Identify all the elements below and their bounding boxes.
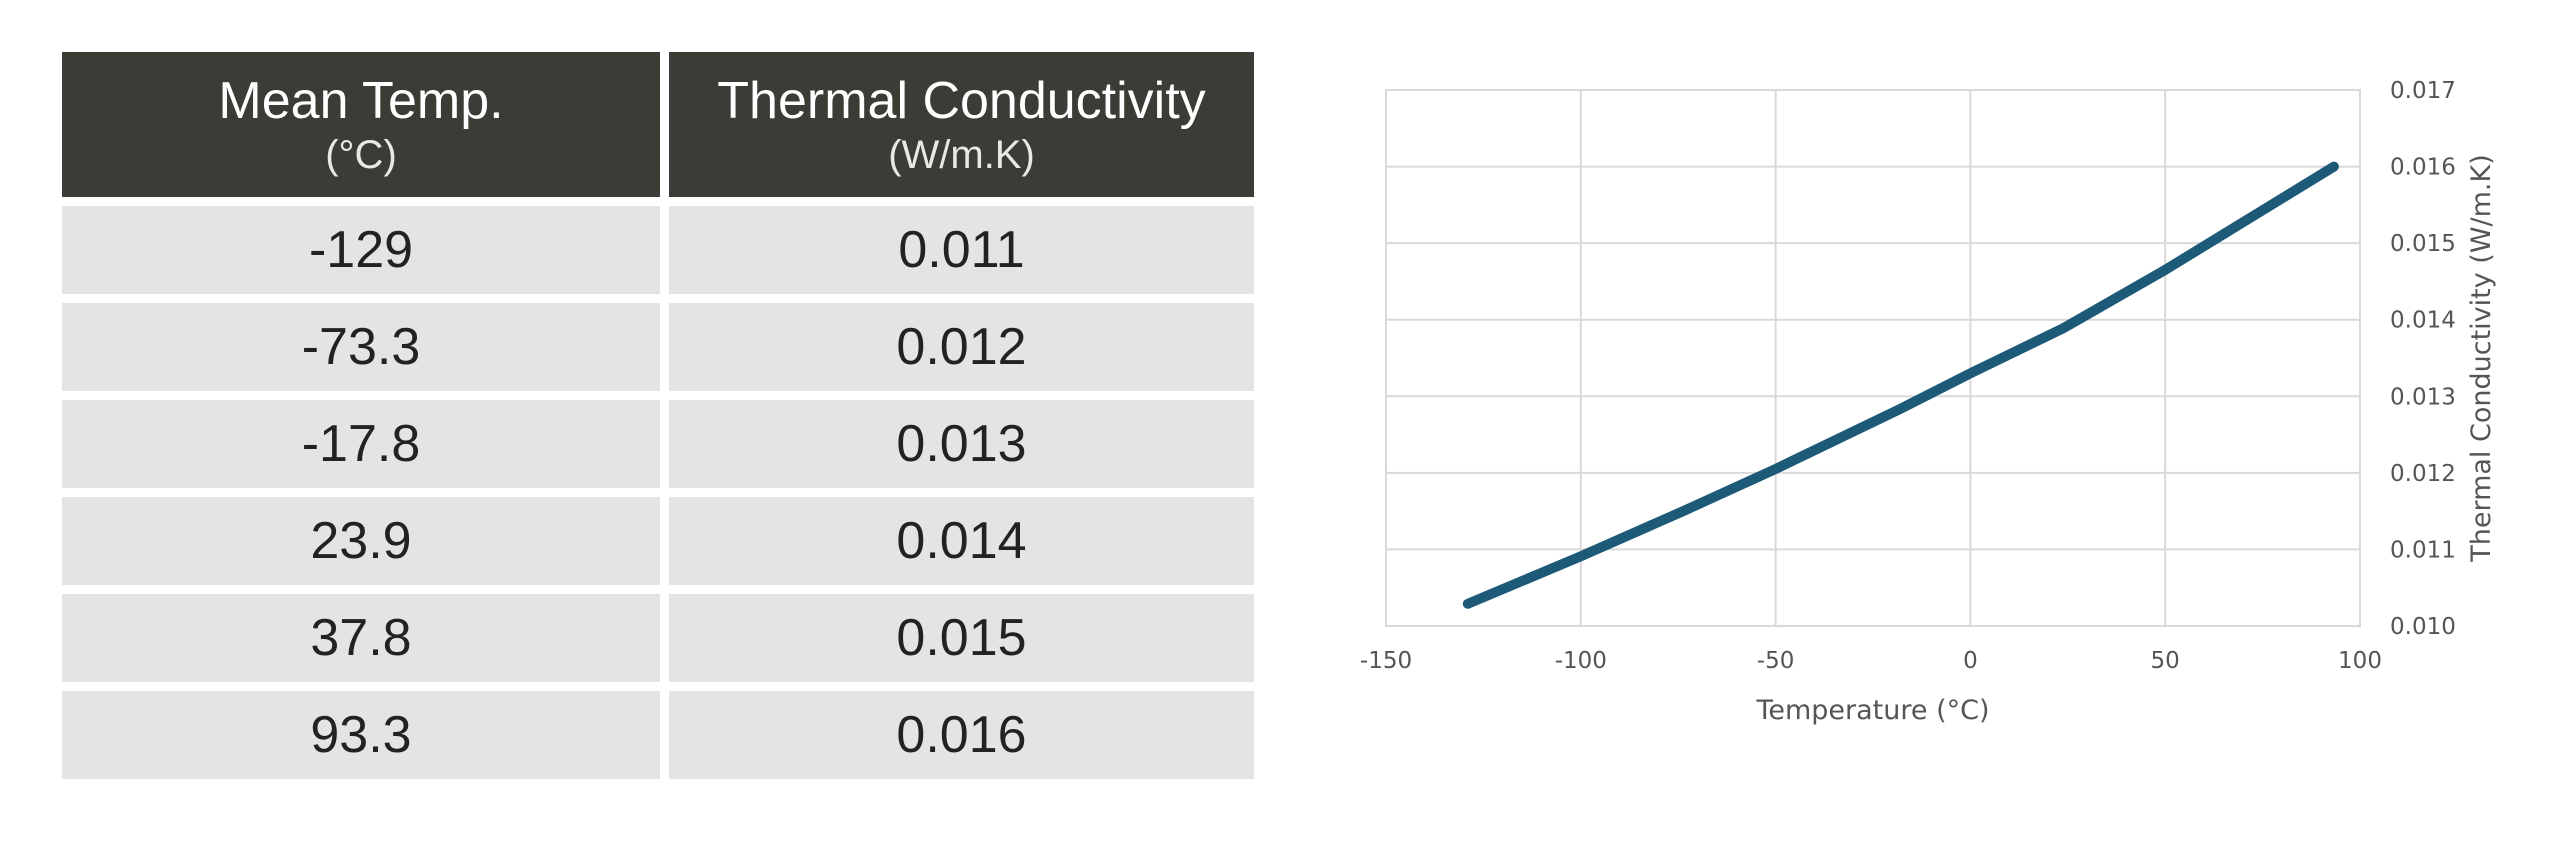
x-tick-label: -100 [1555,648,1607,674]
cell-mean-temp: 23.9 [62,497,660,585]
x-tick-label: -50 [1757,648,1795,674]
cell-mean-temp: 37.8 [62,594,660,682]
table-row: -73.3 0.012 [62,303,1254,391]
y-tick-label: 0.014 [2390,308,2456,334]
table-row: 93.3 0.016 [62,691,1254,779]
x-tick-label: 50 [2151,648,2180,674]
x-tick-label: 0 [1963,648,1978,674]
x-axis-title: Temperature (°C) [1755,695,1989,726]
cell-conductivity: 0.014 [669,497,1254,585]
series-line [1462,161,2339,609]
table-row: 37.8 0.015 [62,594,1254,682]
y-axis-title: Thermal Conductivity (W/m.K) [2466,154,2497,563]
table-row: -17.8 0.013 [62,400,1254,488]
cell-conductivity: 0.013 [669,400,1254,488]
y-tick-label: 0.017 [2390,78,2456,104]
y-tick-label: 0.012 [2390,461,2456,487]
cell-mean-temp: 93.3 [62,691,660,779]
table-row: -129 0.011 [62,206,1254,294]
y-tick-label: 0.010 [2390,614,2456,640]
cell-conductivity: 0.012 [669,303,1254,391]
header-mean-temp-unit: (°C) [325,132,397,177]
y-tick-label: 0.015 [2390,231,2456,257]
cell-mean-temp: -73.3 [62,303,660,391]
cell-mean-temp: -17.8 [62,400,660,488]
table-header-row: Mean Temp. (°C) Thermal Conductivity (W/… [62,52,1254,197]
cell-conductivity: 0.015 [669,594,1254,682]
cell-conductivity: 0.016 [669,691,1254,779]
plot-area [1385,89,2361,627]
header-mean-temp: Mean Temp. (°C) [62,52,660,197]
table-body: -129 0.011 -73.3 0.012 -17.8 0.013 23.9 0.014 37… [62,206,1254,779]
y-tick-label: 0.013 [2390,384,2456,410]
header-conductivity-title: Thermal Conductivity [717,71,1206,130]
header-thermal-conductivity: Thermal Conductivity (W/m.K) [669,52,1254,197]
y-tick-label: 0.016 [2390,155,2456,181]
header-mean-temp-title: Mean Temp. [218,71,504,130]
cell-mean-temp: -129 [62,206,660,294]
cell-conductivity: 0.011 [669,206,1254,294]
conductivity-chart: -150 -100 -50 0 50 100 0.010 0.011 0.012 0.013 0.0… [1360,78,2497,726]
y-tick-label: 0.011 [2390,537,2456,563]
conductivity-table: Mean Temp. (°C) Thermal Conductivity (W/… [62,52,1254,779]
table-row: 23.9 0.014 [62,497,1254,585]
x-tick-label: 100 [2338,648,2382,674]
header-conductivity-unit: (W/m.K) [888,132,1035,177]
x-tick-label: -150 [1360,648,1412,674]
